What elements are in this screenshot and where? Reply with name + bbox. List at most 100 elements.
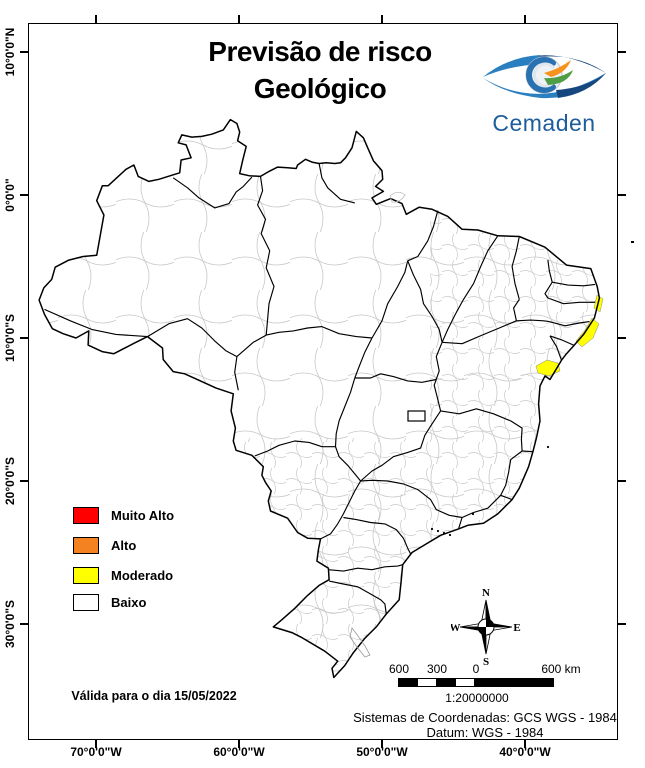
graticule-tick (20, 623, 28, 625)
scalebar-label-600-km: 600 km (541, 662, 581, 676)
state-border (354, 337, 373, 379)
legend-label-alto: Alto (111, 538, 137, 553)
graticule-tick (524, 740, 526, 748)
title-line2: Geológico (253, 73, 387, 104)
state-border (516, 319, 550, 323)
state-border (44, 308, 148, 338)
distrito-federal-outline (407, 410, 426, 422)
y-axis-label-20s: 20°0'0"S (3, 456, 17, 506)
scale-ratio: 1:20000000 (445, 691, 509, 705)
graticule-tick (618, 337, 626, 339)
cemaden-logo: Cemaden (478, 44, 610, 137)
scale-bar (398, 678, 554, 687)
y-axis-label-0: 0°0'0" (3, 178, 17, 212)
graticule-tick (20, 194, 28, 196)
state-border (441, 235, 499, 343)
state-border (334, 377, 356, 447)
graticule-tick (238, 740, 240, 748)
validity-note: Válida para o dia 15/05/2022 (71, 689, 237, 703)
state-border (354, 373, 437, 383)
state-border (500, 450, 523, 501)
graticule-tick (618, 51, 626, 53)
state-border (318, 163, 355, 204)
state-border (513, 299, 520, 321)
state-border (257, 176, 275, 336)
coordinate-system-note: Sistemas de Coordenadas: GCS WGS - 1984 … (353, 710, 617, 740)
legend-label-baixo: Baixo (111, 595, 147, 610)
y-axis-label-10s: 10°0'0"S (3, 313, 17, 363)
state-border (407, 210, 439, 262)
state-border (440, 408, 523, 452)
legend-swatch-baixo (73, 594, 99, 611)
scale-bar-segment (418, 678, 437, 687)
compass-n-label: N (482, 587, 490, 599)
state-border (360, 479, 463, 519)
state-border (552, 281, 596, 287)
graticule-tick (618, 194, 626, 196)
state-border (544, 281, 553, 299)
coastal-island-dot (546, 445, 550, 449)
y-axis-label-30s: 30°0'0"S (3, 599, 17, 649)
compass-s-label: S (483, 656, 489, 666)
graticule-tick (618, 480, 626, 482)
moderate-risk-area (575, 317, 600, 348)
state-border (343, 516, 412, 555)
graticule-tick (20, 480, 28, 482)
scale-bar-segment (437, 678, 456, 687)
y-axis-label-10n: 10°0'0"N (3, 27, 17, 77)
graticule-tick (95, 740, 97, 748)
state-border (147, 318, 238, 358)
graticule-tick (381, 15, 383, 23)
page-title: Previsão de risco Geológico (208, 33, 432, 107)
compass-w-label: W (451, 622, 461, 634)
state-border (407, 260, 443, 343)
offshore-island-mark (631, 241, 634, 243)
compass-star (459, 599, 513, 655)
coastal-island-dot (436, 529, 440, 533)
state-border (334, 446, 362, 482)
legend-label-moderado: Moderado (111, 568, 174, 583)
scalebar-label-300: 300 (426, 662, 448, 676)
lagoa-dos-patos (349, 627, 371, 658)
legend-label-muito-alto: Muito Alto (111, 508, 175, 523)
state-border (547, 260, 553, 283)
scalebar-label-0: 0 (472, 662, 480, 676)
state-border (320, 480, 362, 540)
scale-bar-segment (475, 678, 554, 687)
country-outline (38, 118, 601, 679)
coastal-island-dot (448, 533, 452, 537)
scale-bar-segment (456, 678, 475, 687)
state-border (328, 564, 403, 572)
state-border (360, 410, 442, 482)
coordinate-system-line1: Sistemas de Coordenadas: GCS WGS - 1984 (353, 710, 617, 725)
coastal-island-dot (430, 527, 434, 531)
map-frame (28, 23, 618, 740)
graticule-tick (618, 623, 626, 625)
graticule-tick (95, 15, 97, 23)
legend-swatch-muito-alto (73, 507, 99, 524)
graticule-tick (524, 15, 526, 23)
compass-rose: N S W E (451, 587, 521, 666)
state-border (172, 176, 253, 209)
graticule-tick (238, 15, 240, 23)
state-border (254, 440, 336, 457)
state-border (236, 326, 373, 358)
marajo-island (389, 191, 406, 203)
coastal-island-dot (471, 512, 475, 516)
state-border (547, 297, 596, 305)
state-border (371, 260, 409, 339)
coastal-island-dot (442, 531, 446, 535)
x-axis-label-60w: 60°0'0"W (213, 745, 265, 759)
scale-bar-segment (398, 678, 418, 687)
state-border (234, 356, 239, 391)
graticule-tick (20, 337, 28, 339)
state-border (549, 335, 563, 361)
state-border (457, 494, 502, 530)
legend-swatch-moderado (73, 567, 99, 584)
state-border (549, 335, 574, 346)
x-axis-label-50w: 50°0'0"W (356, 745, 408, 759)
state-border (511, 236, 520, 300)
scalebar-label-600-left: 600 (388, 662, 410, 676)
